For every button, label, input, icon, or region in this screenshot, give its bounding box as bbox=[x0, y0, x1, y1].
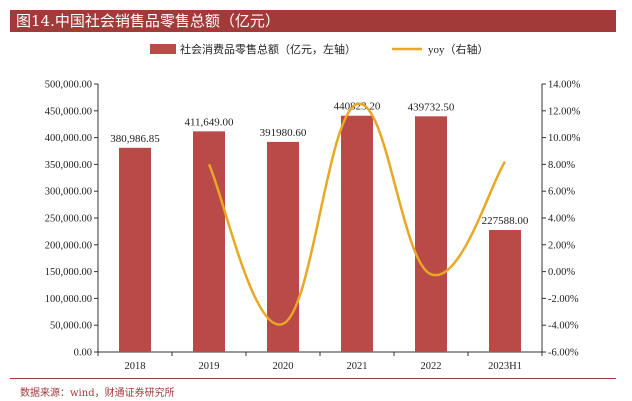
y-left-tick-label: 0.00 bbox=[74, 348, 92, 359]
bar-data-label: 227588.00 bbox=[482, 215, 529, 227]
y-right-tick-label: 6.00% bbox=[548, 187, 575, 198]
legend-bar-label: 社会消费品零售总额（亿元，左轴） bbox=[180, 42, 356, 56]
chart-title: 图14.中国社会销售品零售总额（亿元） bbox=[10, 10, 616, 32]
bar-data-label: 440823.20 bbox=[334, 101, 381, 113]
y-left-tick-label: 500,000.00 bbox=[45, 80, 92, 91]
bar bbox=[489, 230, 521, 352]
bar-data-label: 439732.50 bbox=[408, 101, 455, 113]
legend-bar-swatch bbox=[150, 44, 176, 54]
y-left-tick-label: 400,000.00 bbox=[45, 133, 92, 144]
bar-data-label: 411,649.00 bbox=[184, 116, 234, 128]
x-tick-label: 2021 bbox=[347, 361, 368, 372]
y-left-tick-label: 350,000.00 bbox=[45, 160, 92, 171]
x-tick-label: 2018 bbox=[125, 361, 146, 372]
y-left-tick-label: 150,000.00 bbox=[45, 267, 92, 278]
footer-divider bbox=[10, 378, 616, 379]
bar-data-label: 391980.60 bbox=[260, 127, 307, 139]
bar-data-label: 380,986.85 bbox=[110, 133, 160, 145]
bar bbox=[193, 131, 225, 352]
y-left-tick-label: 200,000.00 bbox=[45, 240, 92, 251]
y-left-tick-label: 50,000.00 bbox=[50, 321, 92, 332]
x-tick-label: 2020 bbox=[273, 361, 294, 372]
y-right-tick-label: 12.00% bbox=[548, 106, 581, 117]
bar bbox=[119, 147, 151, 352]
yoy-series-line bbox=[207, 102, 507, 326]
x-tick-label: 2023H1 bbox=[488, 361, 522, 372]
data-source: 数据来源：wind，财通证券研究所 bbox=[20, 388, 175, 399]
bar bbox=[341, 115, 373, 352]
chart: 0.00 50,000.00 100,000.00 150,000.00 200,000… bbox=[45, 42, 581, 372]
y-left-tick-label: 300,000.00 bbox=[45, 187, 92, 198]
y-right-tick-label: -6.00% bbox=[548, 348, 579, 359]
y-left-tick-label: 250,000.00 bbox=[45, 214, 92, 225]
y-right-tick-label: 14.00% bbox=[548, 80, 581, 91]
x-tick-label: 2019 bbox=[199, 361, 220, 372]
y-right-tick-label: 10.00% bbox=[548, 133, 581, 144]
y-right-tick-label: 4.00% bbox=[548, 214, 575, 225]
y-right-tick-label: 2.00% bbox=[548, 240, 575, 251]
legend-line-label: yoy（右轴） bbox=[428, 42, 489, 56]
y-left-tick-label: 450,000.00 bbox=[45, 106, 92, 117]
bar bbox=[267, 141, 299, 352]
y-right-tick-label: 0.00% bbox=[548, 267, 575, 278]
y-right-tick-label: -2.00% bbox=[548, 294, 579, 305]
y-right-tick-label: -4.00% bbox=[548, 321, 579, 332]
bar bbox=[415, 116, 447, 353]
y-right-tick-label: 8.00% bbox=[548, 160, 575, 171]
x-tick-label: 2022 bbox=[421, 361, 442, 372]
y-left-tick-label: 100,000.00 bbox=[45, 294, 92, 305]
